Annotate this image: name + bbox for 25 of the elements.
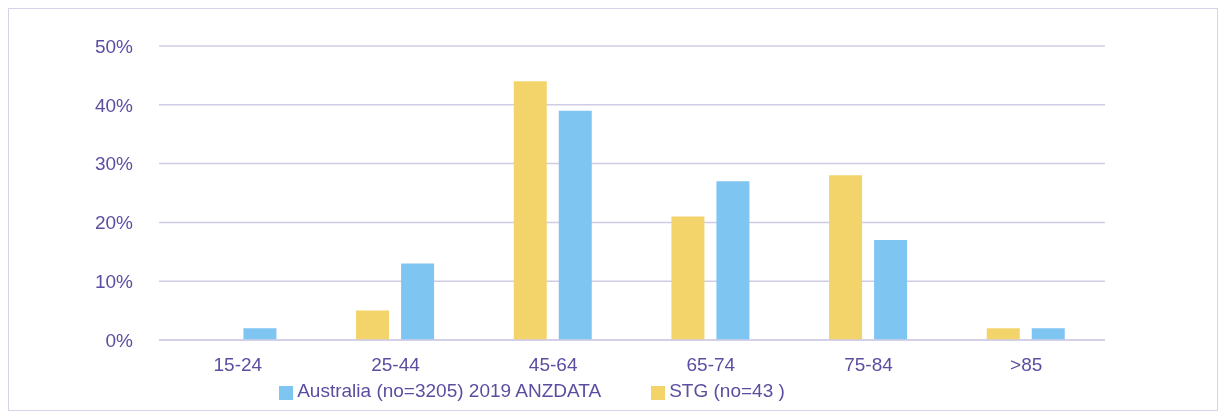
legend-label: Australia (no=3205) 2019 ANZDATA (297, 380, 602, 401)
legend-label: STG (no=43 ) (669, 380, 785, 401)
bar (401, 263, 435, 340)
bar (874, 240, 908, 340)
y-tick-label: 30% (94, 153, 134, 175)
x-tick-label: 65-74 (686, 354, 736, 376)
x-tick-label: 15-24 (213, 354, 263, 376)
bar (356, 310, 390, 340)
y-tick-label: 40% (94, 94, 134, 116)
y-tick-label: 20% (94, 212, 134, 234)
bar (243, 328, 277, 340)
x-tick-label: 25-44 (371, 354, 421, 376)
bar (829, 175, 863, 340)
y-tick-label: 50% (94, 35, 134, 57)
x-tick-label: 45-64 (528, 354, 578, 376)
y-tick-label: 0% (105, 329, 134, 351)
bar (513, 81, 547, 340)
y-tick-label: 10% (94, 270, 134, 292)
x-tick-label: >85 (1010, 354, 1043, 376)
bar (1031, 328, 1065, 340)
bar (558, 110, 592, 340)
x-tick-label: 75-84 (844, 354, 894, 376)
bar (986, 328, 1020, 340)
bar (671, 216, 705, 340)
bar (716, 181, 750, 340)
